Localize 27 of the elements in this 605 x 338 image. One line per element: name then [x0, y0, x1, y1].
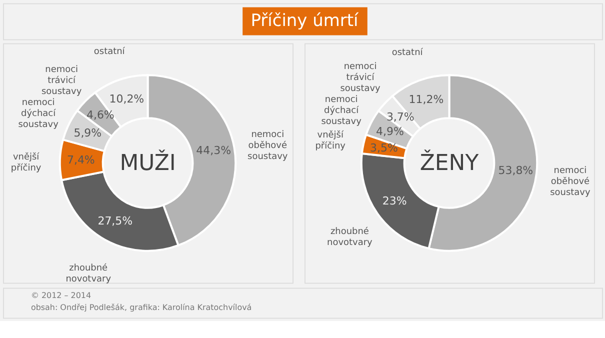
- text: ŽENY: [420, 148, 480, 176]
- slice-label: vnější příčiny: [315, 130, 346, 152]
- data-label: 4,9%: [376, 125, 404, 138]
- slice-label: ostatní: [94, 46, 126, 57]
- text: obsah: Ondřej Podlešák, grafika: Karolína Kratochvílová: [30, 302, 252, 312]
- data-label: 3,5%: [370, 142, 398, 155]
- data-label: 53,8%: [498, 164, 534, 177]
- slice-label: nemoci trávicí soustavy: [41, 65, 82, 98]
- data-label: 27,5%: [98, 214, 133, 228]
- text: MUŽI: [120, 148, 176, 176]
- slice-label: nemoci dýchací soustavy: [18, 98, 60, 130]
- data-label: 7,4%: [66, 154, 95, 167]
- data-label: 44,3%: [196, 144, 232, 158]
- data-label: 23%: [382, 194, 407, 208]
- slice-label: vnější příčiny: [10, 152, 42, 174]
- data-label: 3,7%: [386, 110, 414, 124]
- text: © 2012 – 2014: [30, 290, 92, 300]
- slice-label: ostatní: [392, 47, 424, 58]
- slice-label: zhoubné novotvary: [327, 226, 373, 248]
- slice-label: zhoubné novotvary: [66, 262, 112, 284]
- slice-label: nemoci oběhové soustavy: [248, 130, 288, 162]
- data-label: 11,2%: [408, 93, 444, 106]
- text: Příčiny úmrtí: [250, 11, 360, 32]
- slice-label: nemoci oběhové soustavy: [550, 166, 591, 198]
- data-label: 5,9%: [74, 126, 102, 140]
- data-label: 10,2%: [109, 92, 144, 106]
- slice-label: nemoci trávicí soustavy: [340, 62, 382, 94]
